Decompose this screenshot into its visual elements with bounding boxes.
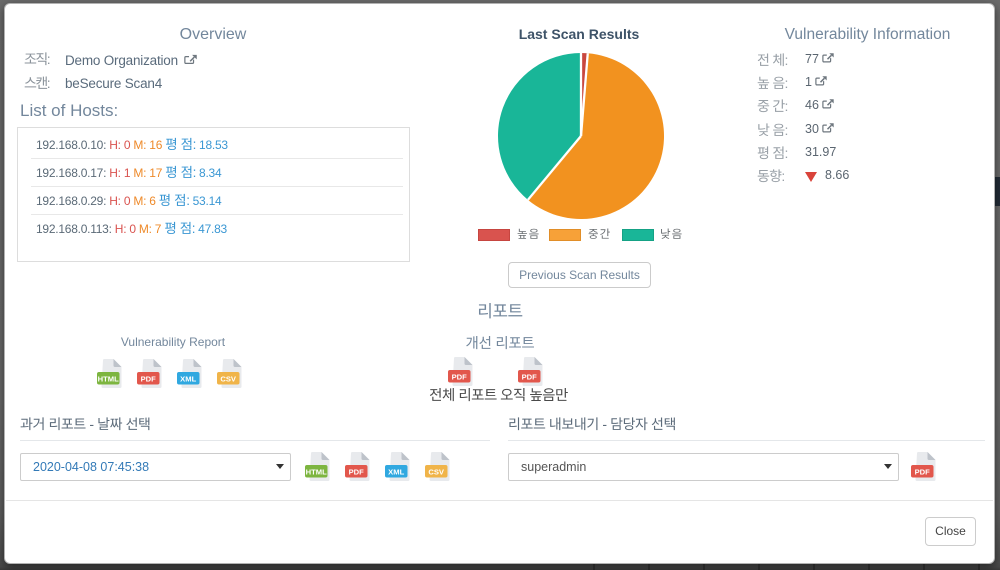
svg-text:PDF: PDF [349,468,365,477]
svg-text:CSV: CSV [428,468,445,477]
svg-text:HTML: HTML [306,468,327,477]
svg-text:XML: XML [180,375,196,384]
svg-text:PDF: PDF [451,373,467,382]
svg-text:PDF: PDF [914,468,930,477]
svg-text:PDF: PDF [521,373,537,382]
svg-text:PDF: PDF [140,375,156,384]
svg-text:CSV: CSV [220,375,237,384]
svg-text:HTML: HTML [97,375,118,384]
svg-text:XML: XML [388,468,404,477]
